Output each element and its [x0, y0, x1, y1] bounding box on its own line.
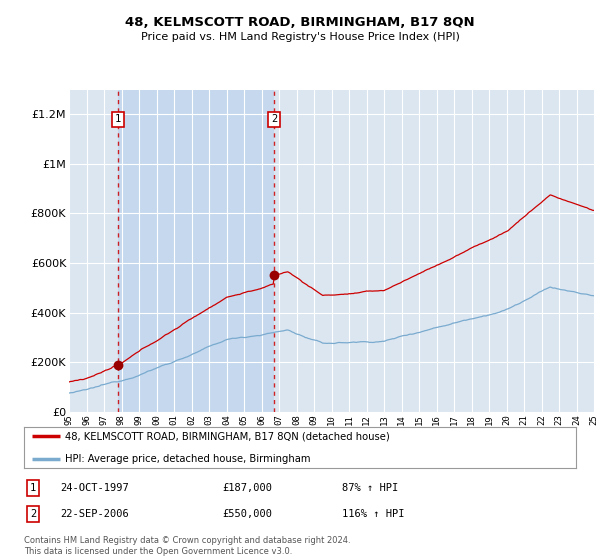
- Point: [113, 361, 123, 370]
- Bar: [118, 90, 274, 412]
- Text: 116% ↑ HPI: 116% ↑ HPI: [342, 509, 404, 519]
- Text: 2: 2: [30, 509, 36, 519]
- Text: £550,000: £550,000: [222, 509, 272, 519]
- Text: 24-OCT-1997: 24-OCT-1997: [60, 483, 129, 493]
- Text: 87% ↑ HPI: 87% ↑ HPI: [342, 483, 398, 493]
- Text: HPI: Average price, detached house, Birmingham: HPI: Average price, detached house, Birm…: [65, 454, 311, 464]
- Text: 1: 1: [30, 483, 36, 493]
- Text: 1: 1: [115, 114, 121, 124]
- Text: 22-SEP-2006: 22-SEP-2006: [60, 509, 129, 519]
- Point: [269, 271, 279, 280]
- Text: 48, KELMSCOTT ROAD, BIRMINGHAM, B17 8QN (detached house): 48, KELMSCOTT ROAD, BIRMINGHAM, B17 8QN …: [65, 431, 390, 441]
- Text: £187,000: £187,000: [222, 483, 272, 493]
- Text: 2: 2: [271, 114, 277, 124]
- Text: 48, KELMSCOTT ROAD, BIRMINGHAM, B17 8QN: 48, KELMSCOTT ROAD, BIRMINGHAM, B17 8QN: [125, 16, 475, 29]
- Text: Contains HM Land Registry data © Crown copyright and database right 2024.
This d: Contains HM Land Registry data © Crown c…: [24, 536, 350, 556]
- Text: Price paid vs. HM Land Registry's House Price Index (HPI): Price paid vs. HM Land Registry's House …: [140, 32, 460, 43]
